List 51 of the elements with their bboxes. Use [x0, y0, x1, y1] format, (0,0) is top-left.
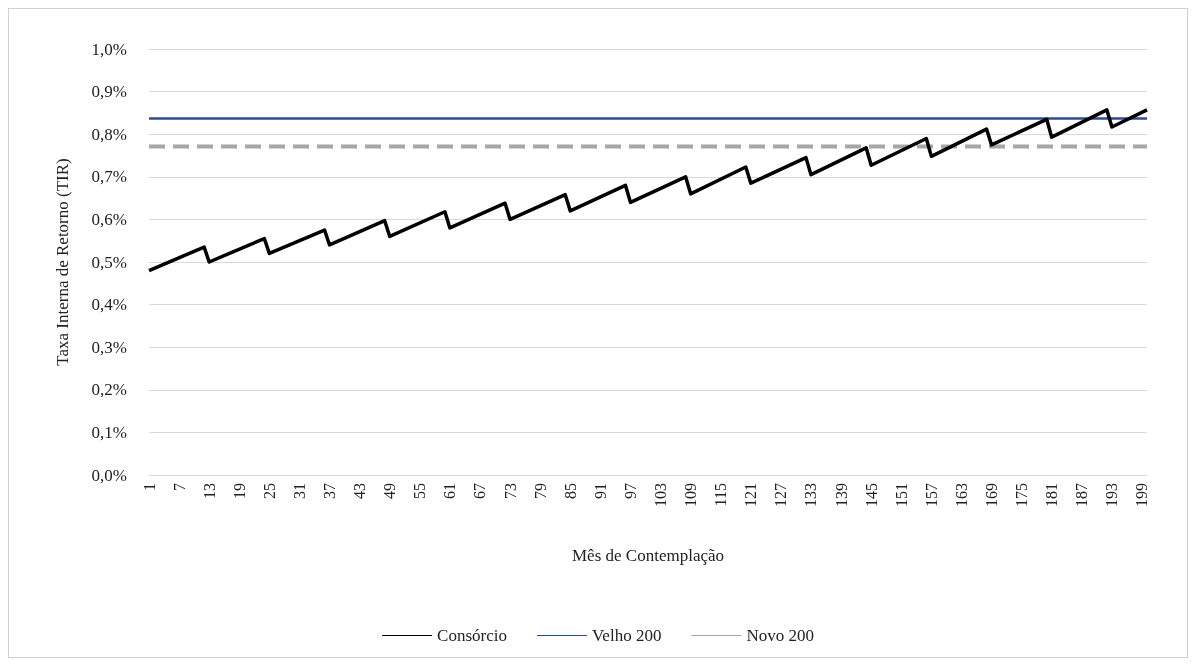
x-tick-label: 133 — [802, 483, 820, 507]
legend-label: Consórcio — [437, 626, 507, 645]
x-tick-label: 79 — [531, 483, 549, 499]
y-tick-label: 0,8% — [91, 124, 127, 144]
x-tick-label: 103 — [652, 483, 670, 507]
x-tick-label: 67 — [471, 483, 489, 499]
x-tick-label: 91 — [591, 483, 609, 499]
x-tick-label: 151 — [892, 483, 910, 507]
x-tick-label: 73 — [501, 483, 519, 499]
x-tick-label: 1 — [140, 483, 158, 491]
y-tick-label: 0,4% — [91, 295, 127, 315]
x-tick-label: 61 — [441, 483, 459, 499]
x-tick-label: 169 — [983, 483, 1001, 507]
x-tick-label: 199 — [1133, 483, 1151, 507]
x-tick-label: 127 — [772, 483, 790, 507]
x-tick-label: 13 — [200, 483, 218, 499]
legend-label: Novo 200 — [746, 626, 814, 645]
y-tick-label: 1,0% — [91, 39, 127, 59]
line-series — [147, 108, 1149, 273]
legend-label: Velho 200 — [591, 626, 662, 645]
y-tick-label: 0,6% — [91, 209, 127, 229]
x-tick-label: 25 — [260, 483, 278, 499]
y-axis-title: Taxa Interna de Retorno (TIR) — [53, 158, 72, 366]
x-tick-label: 181 — [1043, 483, 1061, 507]
x-axis-title: Mês de Contemplação — [571, 546, 725, 565]
x-tick-label: 121 — [742, 483, 760, 507]
x-tick-label: 19 — [230, 483, 248, 499]
x-tick-label: 187 — [1073, 483, 1091, 507]
x-tick-label: 37 — [321, 483, 339, 499]
x-tick-label: 97 — [621, 483, 639, 499]
x-tick-label: 193 — [1103, 483, 1121, 507]
x-tick-label: 7 — [170, 483, 188, 491]
y-tick-label: 0,0% — [91, 465, 127, 485]
x-tick-label: 115 — [712, 483, 730, 507]
x-tick-label: 157 — [922, 483, 940, 507]
x-tick-label: 31 — [290, 483, 308, 499]
y-tick-label: 0,1% — [91, 422, 127, 442]
y-tick-label: 0,2% — [91, 380, 127, 400]
x-tick-label: 175 — [1013, 483, 1031, 507]
y-tick-label: 0,3% — [91, 337, 127, 357]
y-tick-label: 0,5% — [91, 252, 127, 272]
x-tick-label: 55 — [411, 483, 429, 499]
x-tick-label: 139 — [832, 483, 850, 507]
x-tick-label: 43 — [351, 483, 369, 499]
x-tick-label: 145 — [862, 483, 880, 507]
x-tick-label: 49 — [381, 483, 399, 499]
x-tick-label: 109 — [682, 483, 700, 507]
y-tick-label: 0,7% — [91, 167, 127, 187]
x-tick-label: 85 — [561, 483, 579, 499]
x-tick-label: 163 — [952, 483, 970, 507]
y-tick-label: 0,9% — [91, 82, 127, 102]
